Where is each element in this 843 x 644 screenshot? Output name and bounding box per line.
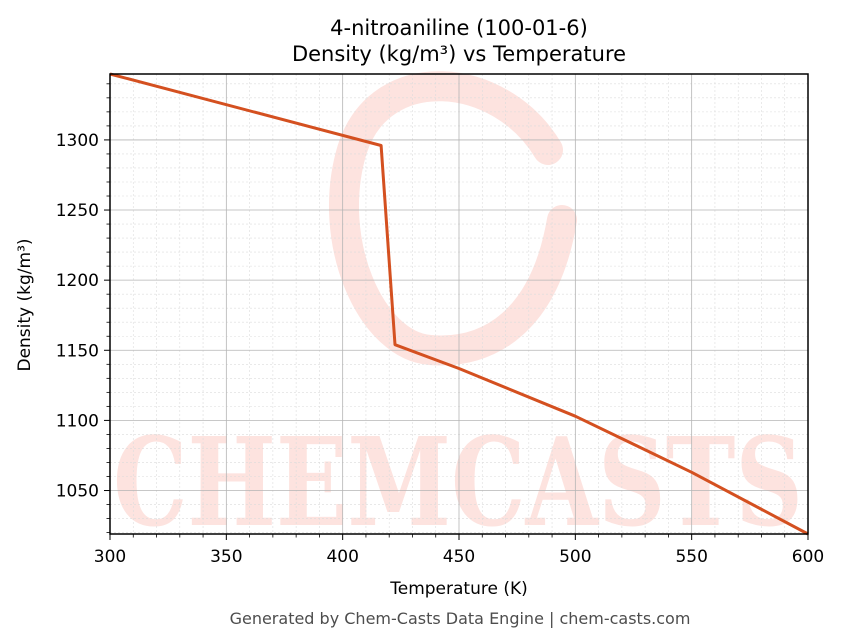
x-tick-label: 350 bbox=[210, 547, 242, 567]
x-tick-label: 550 bbox=[675, 547, 707, 567]
x-axis: 300 350 400 450 500 550 600 bbox=[94, 534, 824, 567]
chart-subtitle: Density (kg/m³) vs Temperature bbox=[292, 42, 626, 66]
x-tick-label: 600 bbox=[792, 547, 824, 567]
x-tick-label: 500 bbox=[559, 547, 591, 567]
x-tick-label: 450 bbox=[443, 547, 475, 567]
y-tick-label: 1200 bbox=[56, 271, 99, 291]
density-line bbox=[109, 72, 809, 536]
y-tick-label: 1100 bbox=[56, 411, 99, 431]
y-tick-label: 1050 bbox=[56, 482, 99, 502]
watermark-swirl-mark bbox=[329, 71, 577, 366]
footer-credit: Generated by Chem-Casts Data Engine | ch… bbox=[230, 609, 691, 628]
y-tick-label: 1300 bbox=[56, 131, 99, 151]
series-group bbox=[109, 72, 809, 536]
x-tick-label: 300 bbox=[94, 547, 126, 567]
watermark-text: CHEMCASTS bbox=[113, 410, 803, 554]
y-tick-label: 1250 bbox=[56, 201, 99, 221]
y-tick-label: 1150 bbox=[56, 341, 99, 361]
y-axis: 1050 1100 1150 1200 1250 1300 bbox=[56, 83, 110, 533]
x-axis-label: Temperature (K) bbox=[389, 579, 528, 599]
chemcasts-watermark: CHEMCASTS bbox=[113, 71, 803, 554]
y-axis-label: Density (kg/m³) bbox=[15, 238, 35, 371]
x-tick-label: 400 bbox=[326, 547, 358, 567]
chart-title: 4-nitroaniline (100-01-6) bbox=[330, 16, 588, 40]
